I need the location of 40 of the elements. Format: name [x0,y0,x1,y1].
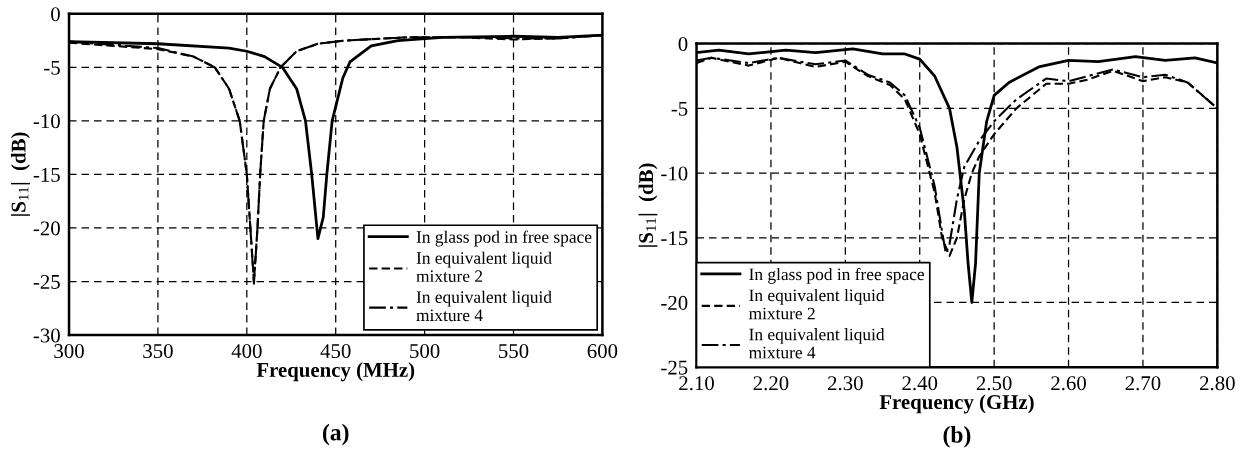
x-axis-title: Frequency (GHz) [879,394,1034,414]
y-tick-label: -10 [661,166,688,181]
x-tick-label: 2.80 [1200,376,1235,391]
legend-label: In equivalent liquid mixture 2 [416,251,552,283]
legend-label: In equivalent liquid mixture 2 [748,288,885,320]
legend-label: In glass pod in free space [749,267,924,284]
x-tick-label: 500 [410,344,440,359]
x-tick-label: 300 [54,344,84,359]
legend-label: In equivalent liquid mixture 4 [748,328,885,359]
y-tick-label: 0 [678,36,688,52]
y-tick-label: -15 [33,167,60,182]
y-tick-label: -20 [33,221,60,236]
text: (b) [943,426,971,448]
legend-label: In glass pod in free space [416,230,592,247]
y-tick-label: -20 [661,295,688,310]
y-tick-label: -5 [671,101,688,116]
y-tick-label: 0 [51,7,60,22]
y-axis-title: |S$_{11}$| (dB) [638,163,658,247]
x-tick-label: 2.60 [1051,376,1086,391]
y-axis-title: |S$_{11}$| (dB) [10,132,30,216]
y-tick-label: -5 [44,60,60,75]
x-tick-label: 600 [587,344,618,359]
legend-label: In equivalent liquid mixture 4 [416,290,552,322]
x-tick-label: 2.50 [976,376,1012,391]
y-tick-label: -25 [661,360,688,375]
y-tick-label: -30 [33,328,60,343]
y-tick-label: -25 [33,274,60,289]
y-tick-label: -15 [661,231,688,246]
x-tick-label: 2.30 [828,376,863,391]
x-axis-title: Frequency (MHz) [256,362,415,382]
x-tick-label: 450 [320,344,351,359]
x-tick-label: 550 [499,344,529,359]
x-tick-label: 350 [143,344,173,359]
y-tick-label: -10 [33,114,60,129]
x-tick-label: 400 [231,344,262,359]
x-tick-label: 2.20 [753,376,789,391]
x-tick-label: 2.70 [1125,376,1161,391]
x-tick-label: 2.40 [902,376,938,391]
x-tick-label: 2.10 [679,376,714,391]
text: (a) [322,423,349,446]
